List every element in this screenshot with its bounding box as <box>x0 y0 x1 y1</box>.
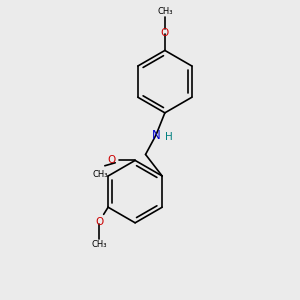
Text: O: O <box>108 154 116 164</box>
Text: CH₃: CH₃ <box>92 240 107 249</box>
Text: CH₃: CH₃ <box>157 7 172 16</box>
Text: H: H <box>165 132 172 142</box>
Text: O: O <box>95 217 103 227</box>
Text: O: O <box>161 28 169 38</box>
Text: N: N <box>152 129 160 142</box>
Text: CH₃: CH₃ <box>92 169 107 178</box>
